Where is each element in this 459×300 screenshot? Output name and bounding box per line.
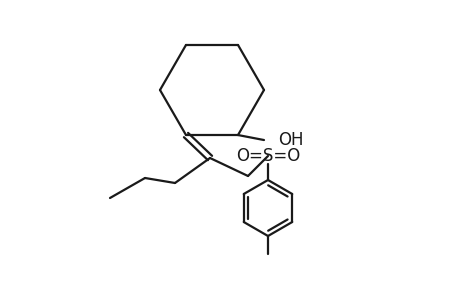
- Text: O=S=O: O=S=O: [235, 147, 299, 165]
- Text: OH: OH: [277, 131, 303, 149]
